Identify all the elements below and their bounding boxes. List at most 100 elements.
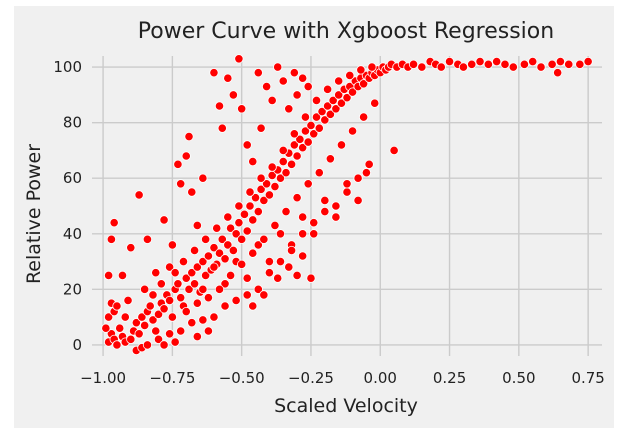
data-point (320, 206, 330, 217)
data-point (153, 334, 164, 344)
chart-figure: −1.00 −0.75 −0.50 −0.25 0.00 0.25 0.50 0.75 0 20… (14, 6, 614, 428)
data-point (151, 268, 161, 278)
data-point (228, 245, 238, 256)
data-point (347, 126, 358, 136)
data-point (170, 268, 180, 278)
data-point (500, 59, 510, 69)
data-point (389, 145, 399, 156)
data-point (353, 173, 363, 183)
data-point (120, 312, 130, 322)
data-point (248, 215, 258, 225)
data-point (492, 56, 502, 67)
data-point (112, 301, 122, 311)
data-point (192, 262, 202, 272)
data-point (159, 340, 169, 350)
data-point (314, 123, 324, 133)
x-tick-label: 0.25 (433, 369, 466, 387)
data-point (278, 145, 288, 156)
chart-title: Power Curve with Xgboost Regression (138, 19, 554, 44)
data-point (264, 256, 274, 267)
data-point (245, 201, 255, 211)
data-point (184, 284, 194, 294)
data-point (253, 68, 263, 78)
data-point (187, 187, 197, 197)
data-point (519, 59, 529, 69)
data-point (237, 259, 247, 269)
data-point (262, 81, 272, 92)
data-point (342, 187, 352, 197)
data-point (109, 218, 119, 228)
data-point (148, 315, 158, 325)
data-point (564, 59, 574, 69)
data-point (234, 218, 244, 228)
data-point (104, 270, 114, 281)
data-point (259, 195, 269, 206)
data-point (237, 104, 247, 114)
data-point (234, 201, 244, 211)
data-point (408, 59, 419, 69)
data-point (217, 234, 227, 244)
data-point (134, 190, 144, 200)
data-point (142, 234, 153, 244)
data-point (292, 193, 302, 203)
data-point (198, 315, 208, 325)
data-point (165, 262, 175, 272)
data-point (209, 312, 219, 322)
data-point (555, 56, 566, 67)
data-point (225, 270, 236, 281)
x-tick-label: −0.50 (219, 369, 265, 387)
data-point (284, 104, 294, 114)
x-axis-label: Scaled Velocity (274, 395, 418, 417)
data-point (322, 84, 333, 94)
data-point (270, 220, 280, 231)
y-tick-label: 40 (63, 225, 82, 243)
x-tick-label: −0.75 (149, 369, 195, 387)
data-point (145, 301, 155, 311)
data-point (475, 56, 485, 67)
data-point (281, 206, 291, 217)
data-point (345, 70, 355, 81)
data-point (300, 126, 311, 136)
data-point (342, 179, 352, 189)
data-point (342, 93, 352, 103)
y-tick-label: 80 (63, 114, 82, 132)
data-point (142, 340, 153, 350)
data-point (273, 62, 283, 72)
x-axis-ticks: −1.00 −0.75 −0.50 −0.25 0.00 0.25 0.50 0.75 (80, 369, 605, 387)
data-point (331, 104, 341, 114)
data-point (334, 76, 344, 86)
data-point (231, 295, 241, 306)
data-point (173, 159, 183, 169)
data-point (292, 151, 302, 161)
data-point (189, 279, 200, 289)
data-point (575, 59, 585, 69)
data-point (223, 240, 233, 250)
y-axis-ticks: 0 20 40 60 80 100 (53, 58, 82, 354)
data-point (320, 195, 330, 206)
data-point (336, 140, 347, 150)
data-point (320, 115, 330, 125)
data-point (259, 234, 269, 244)
data-point (370, 98, 380, 108)
data-point (298, 212, 308, 222)
data-point (176, 326, 186, 336)
data-point (359, 79, 369, 89)
data-point (361, 168, 372, 178)
data-point (300, 112, 311, 122)
data-point (289, 140, 299, 150)
data-point (176, 179, 186, 189)
y-tick-label: 60 (63, 169, 82, 187)
data-point (278, 76, 288, 86)
data-point (303, 81, 313, 92)
data-point (267, 95, 277, 106)
data-point (203, 326, 214, 336)
data-point (153, 309, 164, 319)
data-point (187, 318, 197, 328)
data-point (212, 223, 222, 233)
data-point (198, 256, 208, 267)
data-point (298, 143, 308, 153)
data-point (286, 245, 297, 256)
data-point (253, 206, 263, 217)
data-point (347, 87, 358, 97)
data-point (536, 62, 546, 72)
